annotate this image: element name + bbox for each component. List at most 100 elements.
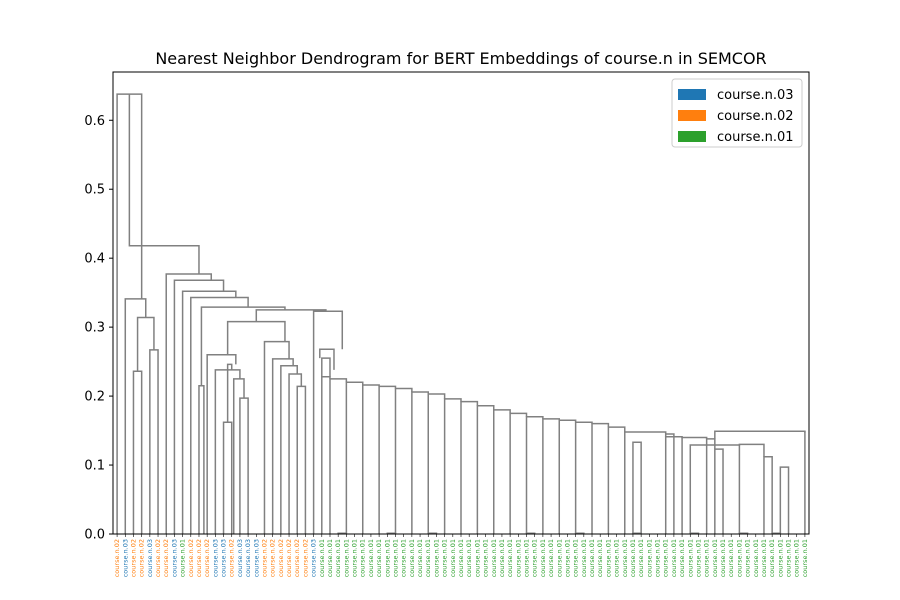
leaf-label: course.n.01 <box>432 539 440 577</box>
dendrogram-link <box>714 430 806 534</box>
leaf-label: course.n.01 <box>359 539 367 577</box>
leaf-label: course.n.01 <box>391 539 399 577</box>
leaf-label: course.n.01 <box>604 539 612 577</box>
dendrogram-link <box>288 373 303 534</box>
dendrogram-link <box>232 378 245 534</box>
dendrogram-link <box>128 94 200 275</box>
leaf-label: course.n.01 <box>621 539 629 577</box>
leaf-label: course.n.01 <box>424 539 432 577</box>
y-tick-label: 0.4 <box>84 252 105 267</box>
leaf-label: course.n.02 <box>228 539 236 577</box>
dendrogram-link <box>664 433 675 534</box>
dendrogram-link <box>136 316 155 372</box>
dendrogram-link <box>681 436 708 439</box>
leaf-label: course.n.03 <box>146 539 154 577</box>
leaf-label: course.n.01 <box>563 539 571 577</box>
leaf-label: course.n.01 <box>400 539 408 577</box>
dendrogram-link <box>443 398 462 534</box>
leaf-label: course.n.01 <box>572 539 580 577</box>
dendrogram-link <box>226 320 286 355</box>
leaf-label: course.n.01 <box>318 539 326 577</box>
leaf-label: course.n.01 <box>375 539 383 577</box>
dendrogram-link <box>296 385 307 534</box>
dendrogram-link <box>239 397 249 534</box>
dendrogram-link <box>312 310 344 534</box>
leaf-label: course.n.03 <box>220 539 228 577</box>
leaf-label: course.n.02 <box>154 539 162 577</box>
leaf-label: course.n.01 <box>367 539 375 577</box>
leaf-label: course.n.01 <box>694 539 702 577</box>
leaf-labels: course.n.02 course.n.03 course.n.02 course.… <box>113 534 809 577</box>
dendrogram-link <box>411 391 429 534</box>
leaf-label: course.n.01 <box>416 539 424 577</box>
y-tick-label: 0.5 <box>84 183 105 198</box>
dendrogram-link <box>226 363 233 423</box>
dendrogram-link <box>714 448 724 534</box>
leaf-label: course.n.03 <box>211 539 219 577</box>
dendrogram-link <box>206 353 237 534</box>
leaf-label: course.n.02 <box>277 539 285 577</box>
legend-swatch <box>678 110 706 121</box>
leaf-label: course.n.02 <box>138 539 146 577</box>
dendrogram-link <box>198 384 205 534</box>
leaf-label: course.n.01 <box>744 539 752 577</box>
y-tick-label: 0.0 <box>84 528 105 543</box>
dendrogram-link <box>632 441 642 534</box>
leaf-label: course.n.01 <box>613 539 621 577</box>
leaf-label: course.n.01 <box>801 539 809 577</box>
leaf-label: course.n.01 <box>686 539 694 577</box>
leaf-label: course.n.01 <box>776 539 784 577</box>
dendrogram-link <box>509 412 528 534</box>
leaf-label: course.n.01 <box>514 539 522 577</box>
leaf-label: course.n.02 <box>195 539 203 577</box>
leaf-label: course.n.01 <box>351 539 359 577</box>
leaf-label: course.n.02 <box>113 539 121 577</box>
dendrogram-link <box>591 422 610 534</box>
dendrogram-link <box>321 376 331 534</box>
leaf-label: course.n.01 <box>473 539 481 577</box>
dendrogram-link <box>763 456 773 534</box>
leaf-label: course.n.01 <box>334 539 342 577</box>
legend-label: course.n.01 <box>717 130 794 145</box>
dendrogram-link <box>574 421 593 534</box>
dendrogram-link <box>271 358 294 534</box>
leaf-label: course.n.01 <box>752 539 760 577</box>
leaf-label: course.n.01 <box>449 539 457 577</box>
leaf-label: course.n.03 <box>244 539 252 577</box>
dendrogram-link <box>394 387 413 534</box>
dendrogram-link <box>378 385 397 534</box>
leaf-label: course.n.01 <box>547 539 555 577</box>
dendrogram-link <box>124 298 147 534</box>
leaf-label: course.n.01 <box>760 539 768 577</box>
dendrogram-link <box>558 419 577 534</box>
dendrogram-link <box>705 438 716 534</box>
leaf-label: course.n.03 <box>170 539 178 577</box>
dendrogram-link <box>476 404 495 534</box>
leaf-label: course.n.01 <box>441 539 449 577</box>
leaf-label: course.n.01 <box>670 539 678 577</box>
leaf-label: course.n.02 <box>301 539 309 577</box>
dendrogram-link <box>493 409 511 534</box>
plot-frame <box>112 71 810 535</box>
dendrogram-link <box>319 348 335 370</box>
leaf-label: course.n.01 <box>498 539 506 577</box>
dendrogram-link <box>361 384 380 534</box>
leaf-label: course.n.01 <box>580 539 588 577</box>
dendrogram-link <box>345 381 364 534</box>
leaf-label: course.n.01 <box>678 539 686 577</box>
leaf-label: course.n.01 <box>482 539 490 577</box>
y-tick-label: 0.3 <box>84 321 105 336</box>
leaf-label: course.n.01 <box>588 539 596 577</box>
dendrogram-link <box>460 400 479 534</box>
legend-label: course.n.03 <box>717 88 794 103</box>
dendrogram-link <box>165 273 213 534</box>
dendrogram-link <box>200 306 286 386</box>
leaf-label: course.n.01 <box>629 539 637 577</box>
dendrogram-link <box>607 426 626 534</box>
leaf-label: course.n.03 <box>252 539 260 577</box>
leaf-label: course.n.03 <box>236 539 244 577</box>
leaf-label: course.n.01 <box>596 539 604 577</box>
dendrogram-link <box>132 370 143 534</box>
leaf-label: course.n.01 <box>654 539 662 577</box>
